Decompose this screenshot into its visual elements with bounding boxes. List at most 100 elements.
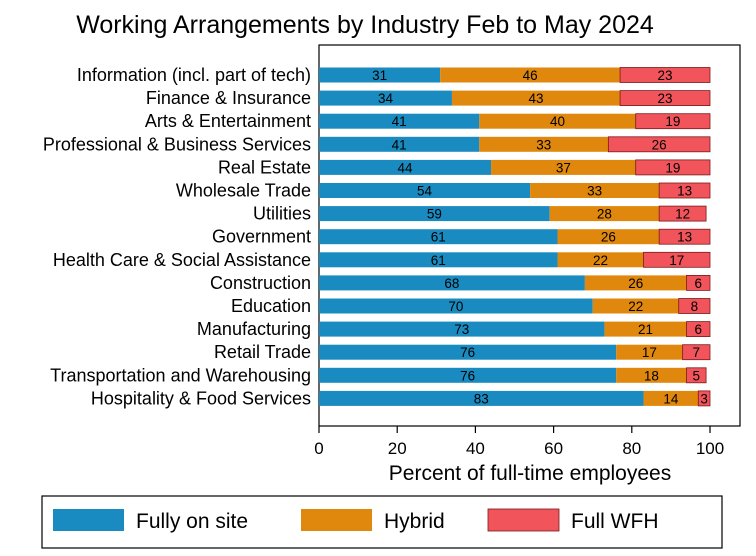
bar-label-full-wfh-7: 12: [675, 207, 690, 222]
bar-fully-on-site-4: [319, 136, 480, 152]
bar-label-fully-on-site-9: 61: [431, 253, 446, 268]
legend-swatch-fully-on-site: [53, 509, 124, 531]
bar-label-fully-on-site-3: 41: [392, 114, 407, 129]
bar-fully-on-site-8: [319, 229, 558, 245]
category-label-professional-business-services: Professional & Business Services: [43, 134, 311, 154]
bar-fully-on-site-5: [319, 159, 492, 175]
category-labels: Information (incl. part of tech) Finance …: [43, 65, 311, 408]
bar-hybrid-8: [557, 229, 660, 245]
bar-label-full-wfh-3: 19: [665, 114, 680, 129]
bar-hybrid-15: [643, 390, 699, 406]
bar-full-wfh-3: [635, 113, 711, 130]
bar-label-hybrid-14: 18: [644, 368, 659, 383]
bar-full-wfh-1: [619, 67, 711, 83]
bar-hybrid-13: [616, 344, 683, 360]
bar-label-fully-on-site-7: 59: [427, 207, 442, 222]
bar-label-fully-on-site-11: 70: [448, 299, 463, 314]
bar-label-hybrid-4: 33: [536, 137, 551, 152]
bar-label-fully-on-site-2: 34: [378, 91, 394, 106]
bar-label-full-wfh-2: 23: [658, 91, 673, 106]
bar-label-fully-on-site-5: 44: [398, 160, 414, 175]
category-label-utilities: Utilities: [253, 204, 311, 224]
category-label-education: Education: [231, 296, 311, 316]
bar-fully-on-site-7: [319, 206, 550, 222]
bar-fully-on-site-2: [319, 90, 452, 106]
bar-full-wfh-5: [635, 159, 711, 176]
bar-label-full-wfh-14: 5: [693, 368, 701, 383]
category-label-retail-trade: Retail Trade: [214, 342, 311, 362]
bar-hybrid-12: [604, 321, 687, 337]
bar-label-full-wfh-1: 23: [658, 68, 673, 83]
legend-label-hybrid: Hybrid: [384, 510, 445, 533]
chart-title: Working Arrangements by Industry Feb to …: [76, 11, 654, 39]
bar-label-hybrid-13: 17: [642, 345, 657, 360]
x-axis-label: Percent of full-time employees: [389, 462, 671, 485]
bar-label-full-wfh-10: 6: [695, 276, 703, 291]
bar-full-wfh-10: [686, 274, 711, 291]
bar-full-wfh-6: [658, 182, 711, 199]
bar-label-hybrid-11: 22: [628, 299, 643, 314]
bar-hybrid-9: [557, 252, 644, 268]
category-label-manufacturing: Manufacturing: [197, 319, 311, 339]
bar-label-fully-on-site-6: 54: [417, 184, 433, 199]
bar-full-wfh-11: [678, 298, 711, 314]
bar-label-full-wfh-13: 7: [693, 345, 701, 360]
bar-fully-on-site-6: [319, 183, 531, 198]
bar-hybrid-6: [530, 183, 660, 198]
category-label-real-estate: Real Estate: [218, 157, 311, 177]
bar-label-hybrid-3: 40: [550, 114, 565, 129]
bar-fully-on-site-12: [319, 321, 605, 337]
bar-label-full-wfh-12: 6: [695, 322, 703, 337]
bar-fully-on-site-14: [319, 367, 617, 383]
category-label-hospitality-food-services: Hospitality & Food Services: [91, 388, 311, 408]
bar-hybrid-14: [616, 367, 687, 383]
x-tick-label-60: 60: [544, 439, 563, 458]
bar-label-fully-on-site-15: 83: [474, 391, 489, 406]
bar-full-wfh-13: [682, 344, 711, 361]
bar-fully-on-site-10: [319, 275, 585, 291]
bar-full-wfh-8: [658, 228, 711, 245]
bar-label-fully-on-site-1: 31: [372, 68, 387, 83]
bar-label-hybrid-6: 33: [587, 184, 602, 199]
bar-hybrid-5: [491, 159, 636, 175]
legend-label-fully-on-site: Fully on site: [136, 510, 248, 533]
bar-label-full-wfh-8: 13: [677, 230, 692, 245]
x-tick-label-40: 40: [466, 439, 485, 458]
x-axis-ticks: 0 20 40 60 80 100: [314, 426, 724, 458]
category-label-finance-insurance: Finance & Insurance: [146, 88, 311, 108]
bar-label-hybrid-10: 26: [628, 276, 643, 291]
category-label-wholesale-trade: Wholesale Trade: [176, 181, 311, 201]
bar-label-full-wfh-9: 17: [669, 253, 684, 268]
bar-label-full-wfh-15: 3: [700, 391, 708, 406]
x-tick-label-80: 80: [622, 439, 641, 458]
bar-full-wfh-7: [658, 205, 707, 222]
bar-fully-on-site-9: [319, 252, 558, 268]
bar-label-fully-on-site-10: 68: [444, 276, 459, 291]
legend-swatch-hybrid: [301, 509, 372, 531]
bar-label-fully-on-site-8: 61: [431, 230, 446, 245]
category-label-information-incl-part-of-tech: Information (incl. part of tech): [77, 65, 311, 85]
legend: Fully on site Hybrid Full WFH: [53, 508, 659, 533]
bar-fully-on-site-1: [319, 67, 441, 83]
bar-hybrid-2: [451, 90, 621, 106]
bar-full-wfh-12: [686, 321, 711, 338]
legend-box: [41, 495, 723, 549]
bar-label-fully-on-site-4: 41: [392, 137, 407, 152]
bar-hybrid-10: [584, 275, 687, 291]
bar-label-hybrid-2: 43: [528, 91, 543, 106]
bar-label-full-wfh-5: 19: [665, 160, 680, 175]
bar-full-wfh-14: [686, 367, 707, 384]
bar-label-hybrid-7: 28: [597, 207, 612, 222]
bar-label-hybrid-8: 26: [601, 230, 616, 245]
bar-hybrid-1: [440, 67, 621, 83]
bar-label-full-wfh-6: 13: [677, 184, 692, 199]
bar-label-full-wfh-4: 26: [652, 137, 667, 152]
category-label-construction: Construction: [210, 273, 311, 293]
bar-hybrid-7: [549, 206, 660, 222]
bar-label-hybrid-12: 21: [638, 322, 653, 337]
bar-fully-on-site-15: [319, 390, 644, 406]
bar-fully-on-site-11: [319, 298, 593, 314]
bar-label-fully-on-site-13: 76: [460, 345, 475, 360]
